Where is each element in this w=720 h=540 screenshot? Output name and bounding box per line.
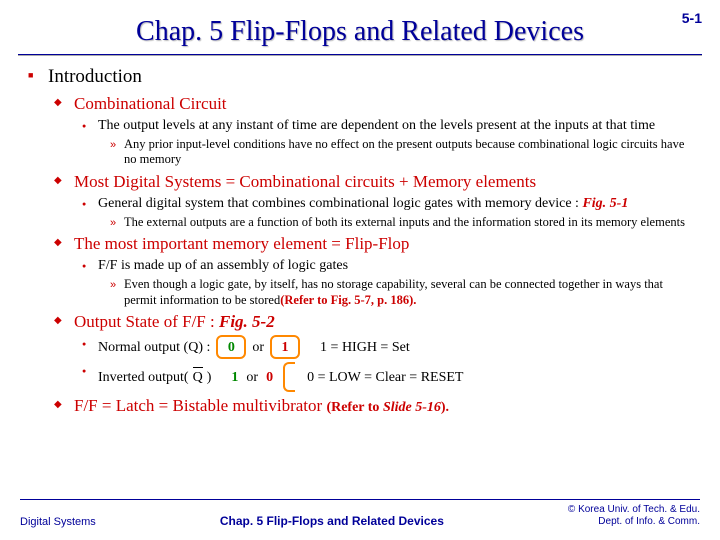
slide-ref-5-16: (Refer to Slide 5-16). <box>326 400 449 415</box>
inverted-label-b: ) <box>207 369 212 387</box>
or-text-1: or <box>252 339 264 357</box>
section-combinational: Combinational Circuit The output levels … <box>54 93 696 168</box>
footer-left: Digital Systems <box>20 516 96 528</box>
low-reset-text: 0 = LOW = Clear = RESET <box>307 369 463 387</box>
fig-ref-5-1: Fig. 5-1 <box>582 196 628 211</box>
or-text-2: or <box>246 369 258 387</box>
footer-right: © Korea Univ. of Tech. & Edu. Dept. of I… <box>568 504 700 528</box>
sec2-p1a: General digital system that combines com… <box>98 196 582 211</box>
inv-zero: 0 <box>266 369 273 387</box>
section-flipflop: The most important memory element = Flip… <box>54 233 696 308</box>
intro-item: Introduction Combinational Circuit The o… <box>28 65 696 417</box>
sec1-subpoint: Any prior input-level conditions have no… <box>108 137 696 168</box>
slide-title: Chap. 5 Flip-Flops and Related Devices <box>0 0 720 48</box>
sec5-heading: F/F = Latch = Bistable multivibrator (Re… <box>74 396 449 415</box>
page-number: 5-1 <box>682 10 702 26</box>
section-digital-systems: Most Digital Systems = Combinational cir… <box>54 171 696 230</box>
circled-zero: 0 <box>216 335 246 359</box>
intro-label: Introduction <box>48 66 142 87</box>
sec2-point: General digital system that combines com… <box>80 195 696 230</box>
sec4-heading-text: Output State of F/F : <box>74 312 219 331</box>
sec4-heading: Output State of F/F : Fig. 5-2 <box>74 312 275 331</box>
bracket-icon <box>283 362 295 392</box>
fig-ref-5-7: (Refer to Fig. 5-7, p. 186). <box>280 293 416 307</box>
fig-ref-5-2: Fig. 5-2 <box>219 312 275 331</box>
high-set-text: 1 = HIGH = Set <box>320 339 410 357</box>
sec1-point: The output levels at any instant of time… <box>80 117 696 168</box>
normal-output-label: Normal output (Q) : <box>98 339 210 357</box>
normal-output-row: Normal output (Q) : 0 or 1 1 = HIGH = Se… <box>80 335 696 359</box>
inverted-label-a: Inverted output( <box>98 369 189 387</box>
q-bar: Q <box>193 369 203 387</box>
inverted-output-row: Inverted output(Q) 1 or 0 0 = LOW = Clea… <box>80 362 696 392</box>
sec2-subpoint: The external outputs are a function of b… <box>108 215 696 231</box>
sec3-heading: The most important memory element = Flip… <box>74 234 409 253</box>
sec3-point: F/F is made up of an assembly of logic g… <box>80 257 696 308</box>
section-output-state: Output State of F/F : Fig. 5-2 Normal ou… <box>54 311 696 392</box>
slide: 5-1 Chap. 5 Flip-Flops and Related Devic… <box>0 0 720 540</box>
sec5-heading-text: F/F = Latch = Bistable multivibrator <box>74 396 326 415</box>
footer: Digital Systems Chap. 5 Flip-Flops and R… <box>0 491 720 528</box>
sec3-p1: F/F is made up of an assembly of logic g… <box>98 258 348 273</box>
sec1-p1: The output levels at any instant of time… <box>98 118 655 133</box>
footer-divider <box>20 499 700 500</box>
sec3-subpoint: Even though a logic gate, by itself, has… <box>108 277 696 308</box>
circled-one: 1 <box>270 335 300 359</box>
sec1-heading: Combinational Circuit <box>74 94 227 113</box>
footer-right-2: Dept. of Info. & Comm. <box>568 516 700 528</box>
footer-right-1: © Korea Univ. of Tech. & Edu. <box>568 504 700 516</box>
footer-center: Chap. 5 Flip-Flops and Related Devices <box>96 514 568 528</box>
sec2-heading: Most Digital Systems = Combinational cir… <box>74 172 536 191</box>
inv-one: 1 <box>231 369 238 387</box>
section-latch: F/F = Latch = Bistable multivibrator (Re… <box>54 395 696 417</box>
content-area: Introduction Combinational Circuit The o… <box>0 55 720 417</box>
